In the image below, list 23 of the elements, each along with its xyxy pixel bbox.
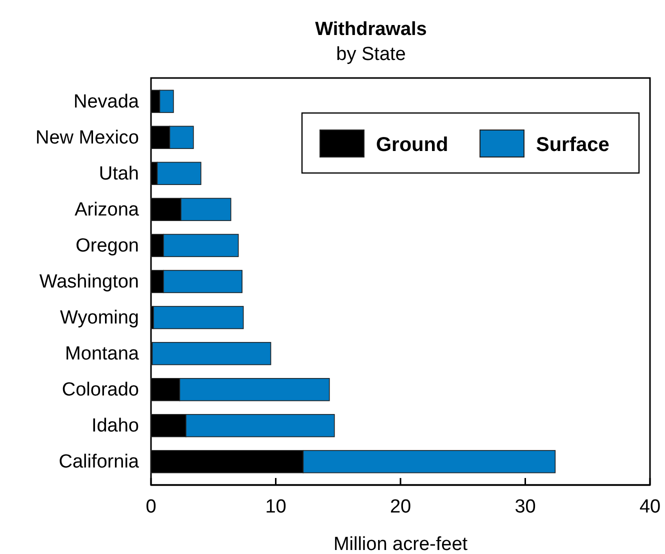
x-tick-label: 40 (639, 496, 661, 518)
x-tick-label: 30 (514, 496, 536, 518)
y-tick-label: Washington (39, 272, 139, 293)
y-tick-label: Montana (65, 344, 140, 365)
y-tick-label: Utah (98, 164, 139, 185)
y-tick-label: Idaho (91, 416, 139, 437)
legend-label: Surface (536, 134, 610, 156)
x-tick-label: 0 (146, 496, 156, 518)
y-tick-label: Wyoming (60, 308, 139, 329)
chart-title: Withdrawals (315, 19, 427, 40)
y-tick-label: Colorado (62, 380, 139, 401)
y-tick-label: Oregon (76, 236, 139, 257)
x-tick-label: 10 (265, 496, 286, 518)
x-tick-label: 20 (390, 496, 412, 518)
y-tick-label: Nevada (74, 91, 140, 112)
y-tick-label: California (58, 452, 140, 473)
y-tick-label: New Mexico (36, 127, 139, 148)
chart-subtitle: by State (336, 44, 406, 65)
y-tick-label: Arizona (74, 200, 140, 221)
x-axis-title: Million acre-feet (333, 534, 468, 554)
bar (153, 306, 244, 330)
bar (152, 342, 272, 366)
legend-label: Ground (376, 134, 448, 156)
